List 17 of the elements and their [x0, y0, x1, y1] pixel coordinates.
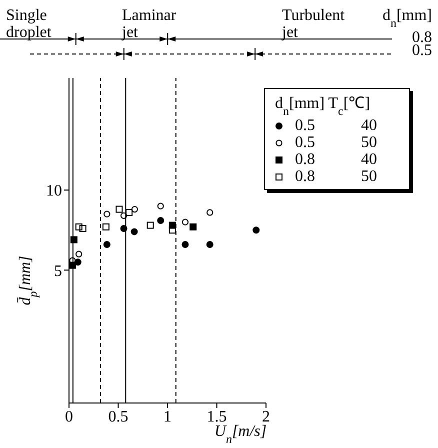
legend-title: d$_{n}$[mm] T$_{c}$[℃] — [275, 95, 370, 118]
legend-label: 0.8 40 — [295, 150, 377, 168]
x-tick-label: 1 — [164, 408, 172, 426]
x-tick-label: 0.5 — [108, 408, 128, 426]
text: Single droplet — [6, 7, 52, 41]
legend-label: 0.8 50 — [295, 168, 377, 186]
text: Laminar jet — [121, 7, 177, 41]
x-axis-title: U$_{n}$[m/s] — [214, 423, 267, 446]
x-tick-label: 2 — [262, 408, 270, 426]
legend-label: 0.5 50 — [295, 134, 377, 152]
text: Turbulent jet — [281, 7, 346, 41]
x-tick-label: 1.5 — [206, 408, 227, 426]
y-tick-label: 5 — [54, 262, 62, 280]
text: d$_{n}$[mm] — [382, 7, 432, 30]
legend-label: 0.5 40 — [295, 116, 377, 134]
y-tick-label: 10 — [46, 182, 62, 200]
x-tick-label: 0 — [65, 408, 73, 426]
